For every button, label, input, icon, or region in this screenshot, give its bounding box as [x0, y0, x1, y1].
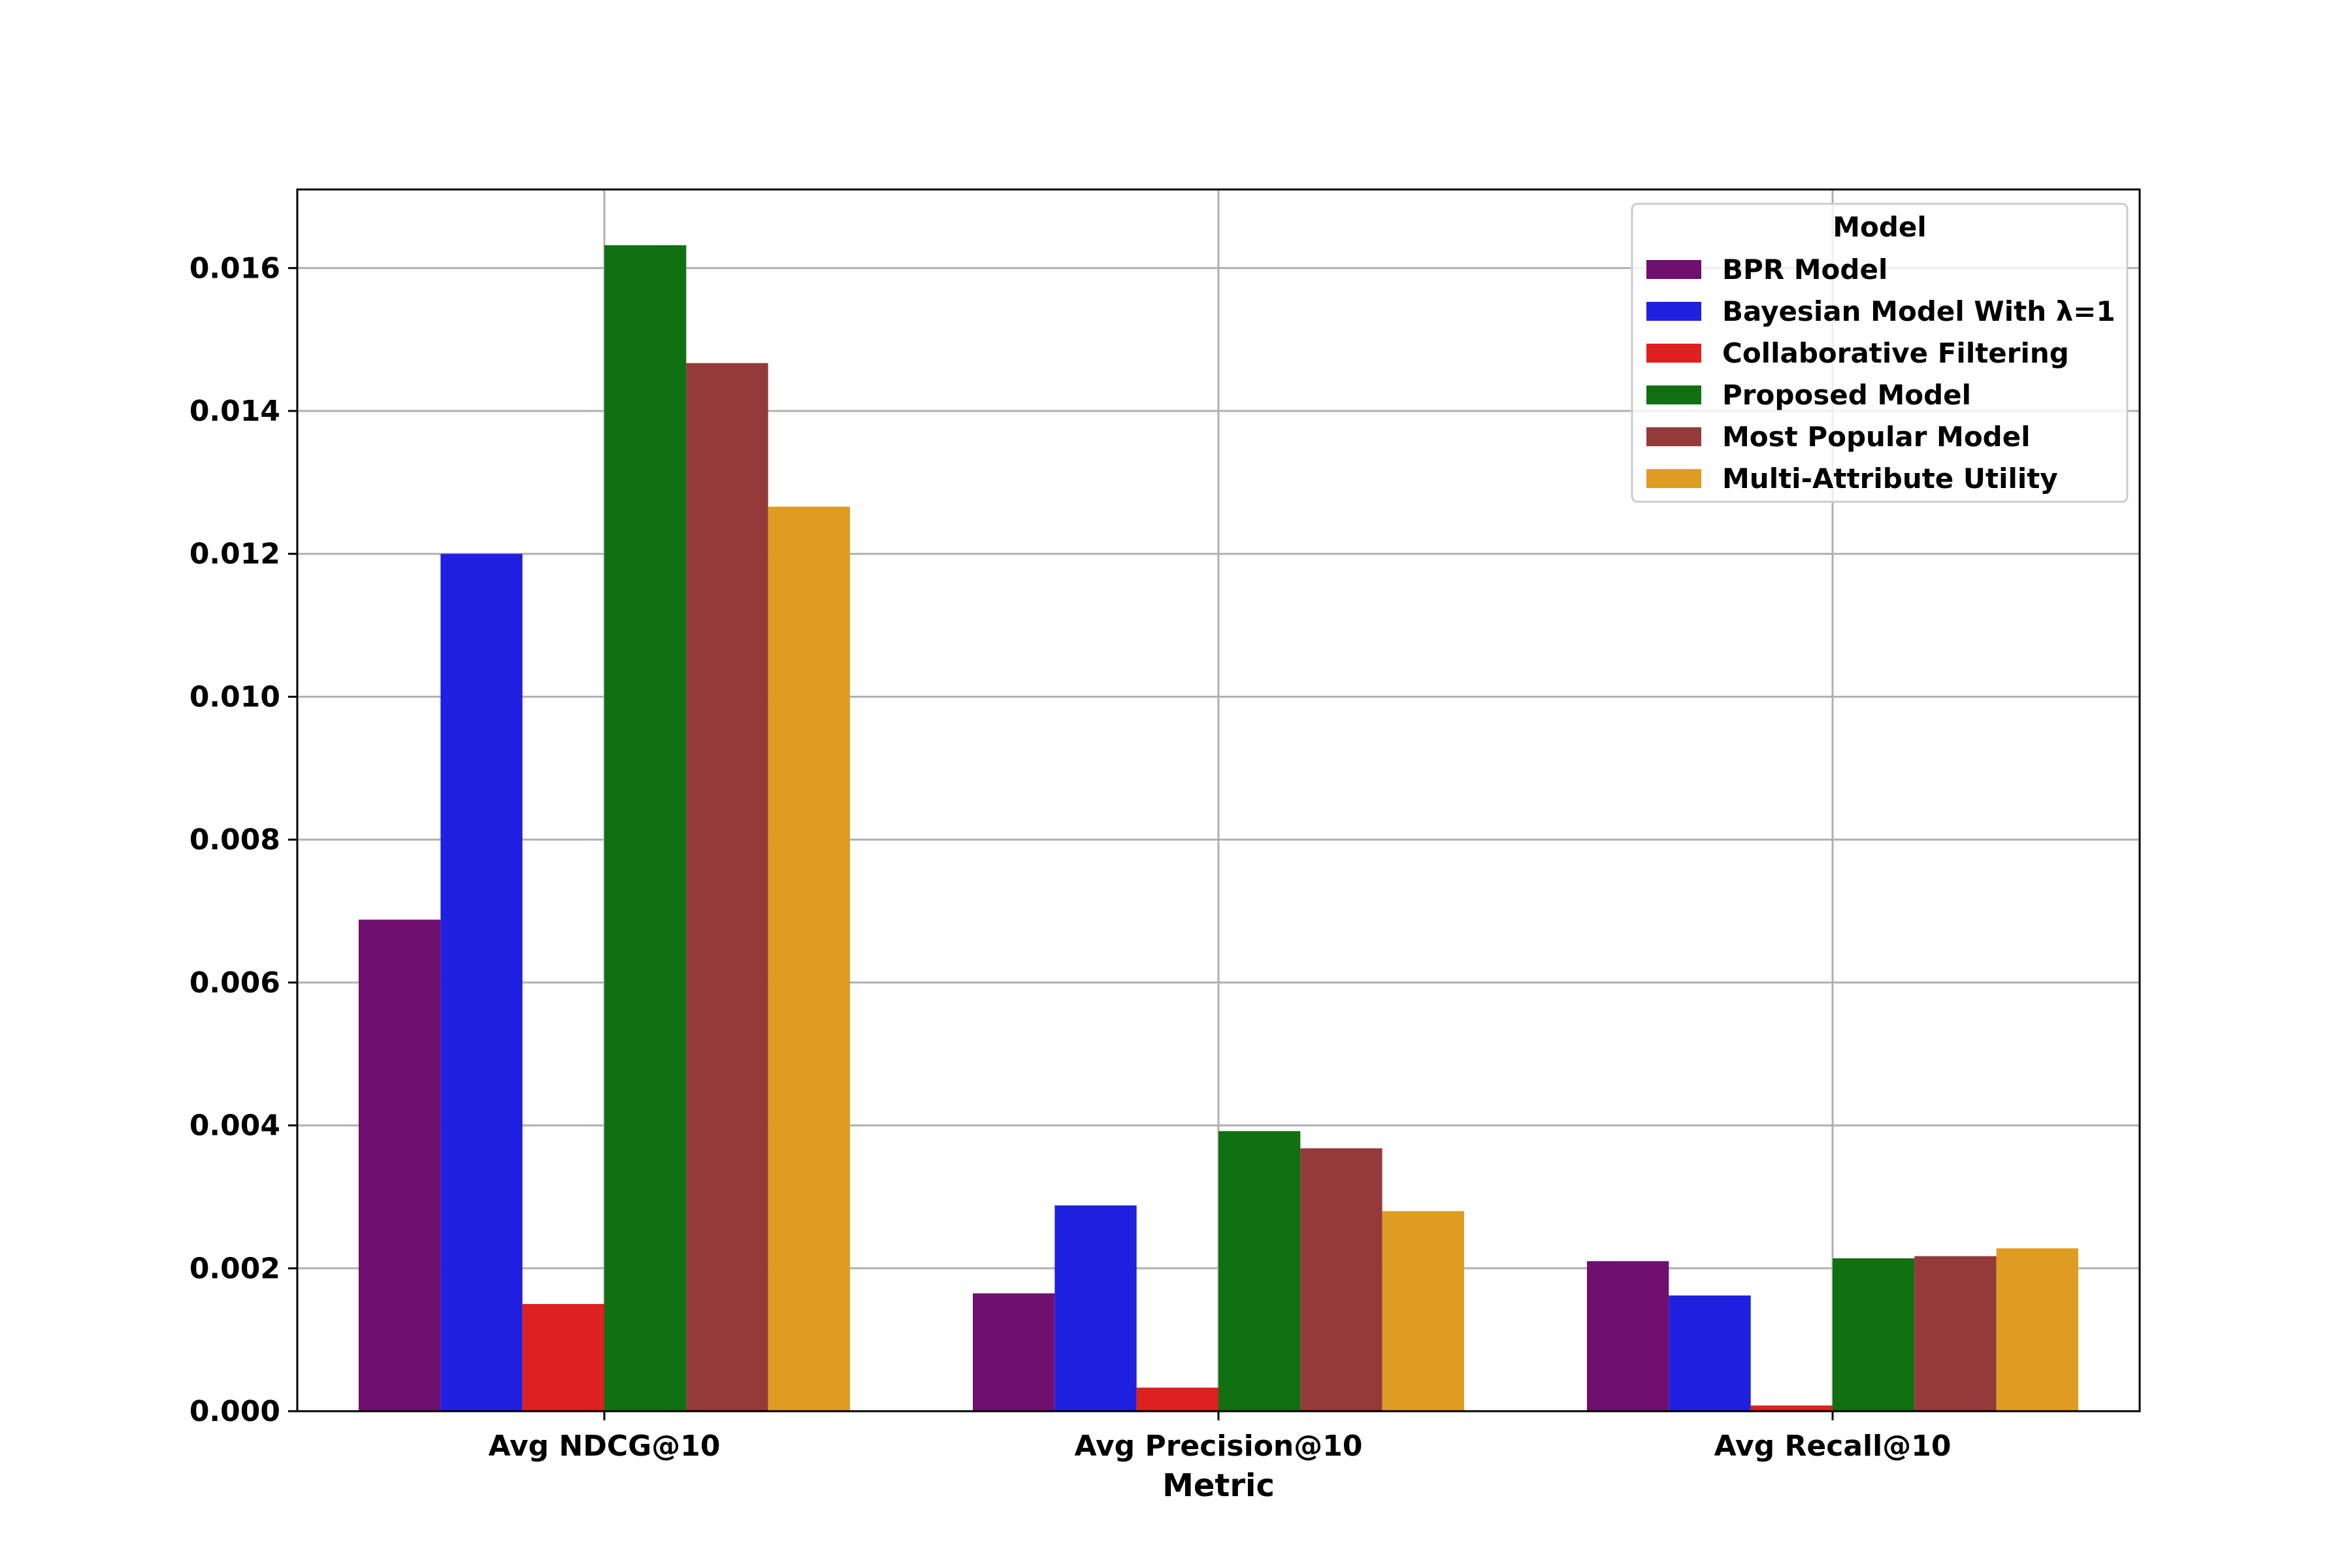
y-tick-label: 0.004: [189, 1109, 280, 1143]
legend-label: Bayesian Model With λ=1: [1722, 295, 2115, 327]
y-tick-label: 0.008: [189, 823, 280, 857]
bar: [973, 1293, 1055, 1411]
y-tick-label: 0.012: [189, 538, 280, 571]
legend-label: Collaborative Filtering: [1722, 337, 2069, 369]
bar: [1136, 1387, 1218, 1411]
x-tick-label: Avg Precision@10: [1075, 1429, 1363, 1463]
bar: [522, 1303, 604, 1411]
bar: [359, 919, 441, 1411]
legend-items: BPR Model Bayesian Model With λ=1 Collabor…: [1646, 253, 2115, 495]
bar: [1382, 1211, 1464, 1411]
legend-label: Most Popular Model: [1722, 421, 2031, 453]
bar: [1218, 1131, 1301, 1411]
bar: [1300, 1148, 1382, 1411]
legend-label: Multi-Attribute Utility: [1722, 463, 2058, 495]
bar: [768, 506, 850, 1411]
x-axis-title: Metric: [1162, 1467, 1275, 1504]
bar: [1669, 1295, 1751, 1411]
x-tick-label: Avg NDCG@10: [489, 1429, 721, 1463]
legend: Model BPR Model Bayesian Model With λ=1 Co…: [1631, 203, 2129, 503]
bar: [1750, 1405, 1833, 1411]
y-tick-label: 0.014: [189, 395, 280, 428]
legend-title: Model: [1833, 211, 1927, 243]
legend-swatch: [1646, 260, 1701, 279]
bar: [604, 245, 687, 1412]
legend-label: BPR Model: [1722, 253, 1887, 286]
bar: [686, 363, 768, 1411]
bar: [1833, 1258, 1915, 1411]
y-tick-label: 0.016: [189, 252, 280, 285]
bar: [1914, 1256, 1997, 1411]
x-tick-label: Avg Recall@10: [1714, 1429, 1952, 1463]
legend-swatch: [1646, 302, 1701, 321]
y-axis: 0.000 0.002 0.004 0.006 0.008 0.010 0.012 0.014…: [189, 252, 297, 1428]
x-axis: Avg NDCG@10 Avg Precision@10 Avg Recall@10: [489, 1411, 1952, 1463]
legend-swatch: [1646, 385, 1701, 404]
legend-swatch: [1646, 469, 1701, 488]
bar: [1996, 1248, 2078, 1411]
y-tick-label: 0.006: [189, 966, 280, 1000]
legend-swatch: [1646, 344, 1701, 363]
bars-layer: [359, 245, 2078, 1412]
y-tick-label: 0.010: [189, 680, 280, 713]
legend-frame: [1631, 203, 2129, 503]
y-tick-label: 0.000: [189, 1395, 280, 1428]
legend-label: Proposed Model: [1722, 379, 1971, 411]
bar: [1587, 1261, 1669, 1411]
legend-swatch: [1646, 427, 1701, 446]
bar: [440, 553, 523, 1412]
y-tick-label: 0.002: [189, 1252, 280, 1285]
bar: [1054, 1205, 1137, 1411]
